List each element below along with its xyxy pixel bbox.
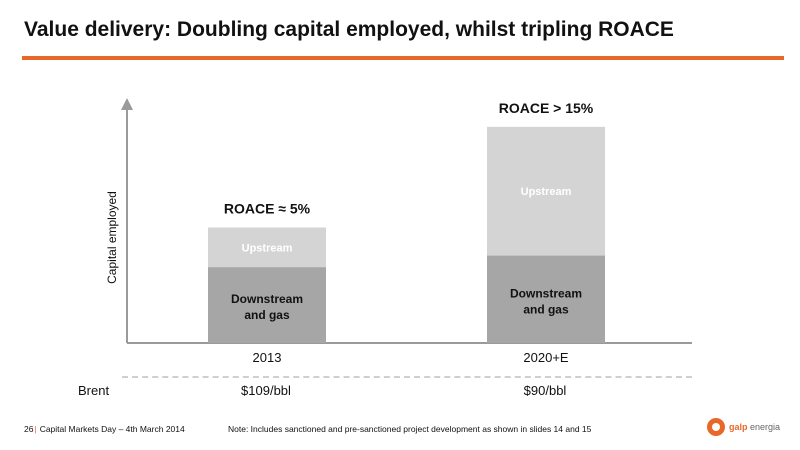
title-divider <box>22 56 784 60</box>
y-axis-arrow-icon <box>121 98 133 110</box>
event-label: Capital Markets Day – 4th March 2014 <box>39 424 185 434</box>
bar-label-downstream-line1-0: Downstream <box>231 292 303 306</box>
galp-logo-icon <box>707 418 725 436</box>
page-number: 26 <box>24 424 34 434</box>
brent-value-2013: $109/bbl <box>241 383 291 398</box>
roace-annotation-1: ROACE > 15% <box>499 100 594 116</box>
y-axis-label: Capital employed <box>105 191 119 284</box>
bar-label-upstream-0: Upstream <box>242 242 293 254</box>
bar-downstream-0 <box>208 267 326 343</box>
bar-upstream-0 <box>208 227 326 268</box>
bar-label-downstream-line2-1: and gas <box>523 302 569 316</box>
bar-downstream-1 <box>487 255 605 343</box>
bar-label-downstream-line2-0: and gas <box>244 308 290 322</box>
roace-annotation-0: ROACE ≈ 5% <box>224 201 311 217</box>
x-tick-label-1: 2020+E <box>523 350 569 365</box>
bar-label-upstream-1: Upstream <box>521 186 572 198</box>
page-title: Value delivery: Doubling capital employe… <box>24 18 674 41</box>
bar-upstream-1 <box>487 126 605 256</box>
brent-value-2020: $90/bbl <box>523 383 567 398</box>
brent-divider <box>122 376 692 378</box>
footnote: Note: Includes sanctioned and pre-sancti… <box>228 424 592 434</box>
footer-separator: | <box>34 424 37 434</box>
brent-label: Brent <box>78 383 110 398</box>
galp-logo: galp energia <box>707 416 780 438</box>
galp-logo-wordmark: galp energia <box>729 422 781 432</box>
bar-label-downstream-line1-1: Downstream <box>510 286 582 300</box>
footer: 26| Capital Markets Day – 4th March 2014 <box>24 424 185 434</box>
x-tick-label-0: 2013 <box>253 350 282 365</box>
